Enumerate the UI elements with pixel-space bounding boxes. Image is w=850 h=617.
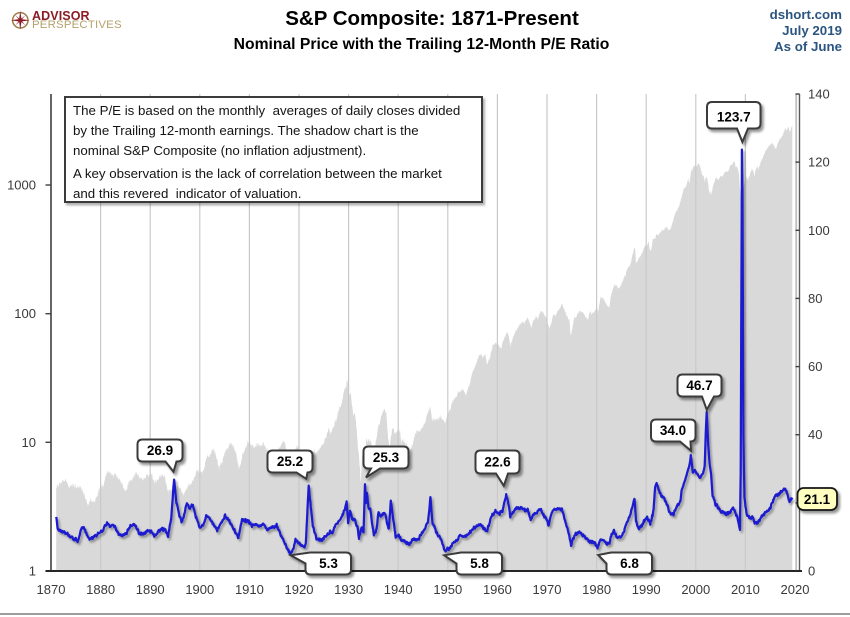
svg-text:26.9: 26.9 — [147, 443, 173, 458]
svg-text:40: 40 — [808, 427, 822, 442]
svg-text:80: 80 — [808, 291, 822, 306]
svg-text:5.8: 5.8 — [470, 556, 489, 571]
svg-text:100: 100 — [14, 306, 36, 321]
svg-text:120: 120 — [808, 155, 830, 170]
svg-text:140: 140 — [808, 87, 830, 102]
svg-text:1950: 1950 — [433, 582, 462, 597]
svg-text:100: 100 — [808, 223, 830, 238]
svg-text:2000: 2000 — [681, 582, 710, 597]
svg-text:1990: 1990 — [632, 582, 661, 597]
svg-text:22.6: 22.6 — [484, 455, 511, 470]
svg-text:2010: 2010 — [731, 582, 760, 597]
svg-text:25.2: 25.2 — [277, 454, 303, 469]
svg-text:1: 1 — [29, 564, 36, 579]
svg-text:123.7: 123.7 — [717, 110, 751, 125]
svg-text:0: 0 — [808, 564, 815, 579]
svg-text:5.3: 5.3 — [319, 556, 338, 571]
svg-text:10: 10 — [22, 435, 36, 450]
svg-text:60: 60 — [808, 359, 822, 374]
svg-text:1960: 1960 — [483, 582, 512, 597]
svg-text:1000: 1000 — [7, 178, 36, 193]
svg-text:1940: 1940 — [384, 582, 413, 597]
svg-text:1930: 1930 — [334, 582, 363, 597]
svg-text:1880: 1880 — [86, 582, 115, 597]
svg-text:1890: 1890 — [136, 582, 165, 597]
svg-text:1910: 1910 — [235, 582, 264, 597]
svg-text:6.8: 6.8 — [620, 556, 639, 571]
svg-text:34.0: 34.0 — [660, 423, 686, 438]
svg-text:46.7: 46.7 — [686, 378, 712, 393]
svg-text:1870: 1870 — [37, 582, 66, 597]
svg-text:25.3: 25.3 — [373, 450, 400, 465]
svg-text:1980: 1980 — [582, 582, 611, 597]
svg-text:21.1: 21.1 — [804, 492, 831, 507]
svg-text:2020: 2020 — [781, 582, 810, 597]
svg-text:1920: 1920 — [285, 582, 314, 597]
svg-text:1970: 1970 — [533, 582, 562, 597]
svg-text:1900: 1900 — [185, 582, 214, 597]
